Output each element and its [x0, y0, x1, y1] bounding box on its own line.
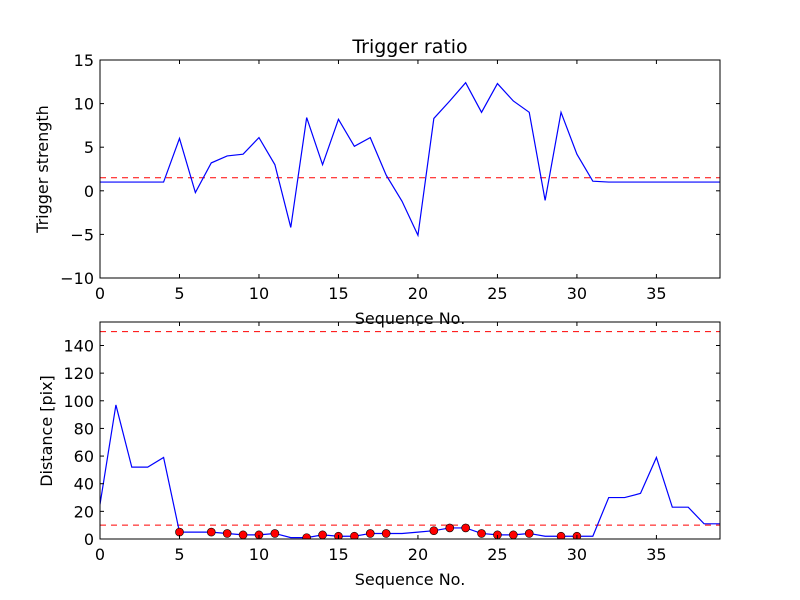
x-tick-label: 20 [408, 284, 428, 303]
x-tick-label: 10 [249, 545, 269, 564]
y-tick-label: 80 [74, 419, 94, 438]
x-tick-label: 0 [95, 545, 105, 564]
x-tick-label: 10 [249, 284, 269, 303]
y-axis-label: Distance [pix] [37, 375, 56, 487]
data-point-marker [445, 523, 455, 533]
x-axis-ticks: 0 5 10 15 20 25 30 35 [95, 322, 667, 564]
y-tick-label: 40 [74, 475, 94, 494]
y-tick-label: 140 [63, 336, 94, 355]
x-tick-label: 20 [408, 545, 428, 564]
y-tick-label: 5 [84, 138, 94, 157]
x-tick-label: 25 [487, 545, 507, 564]
y-tick-label: −5 [70, 225, 94, 244]
data-point-marker [524, 529, 534, 538]
x-tick-label: 35 [646, 284, 666, 303]
x-axis-ticks: 0 5 10 15 20 25 30 35 [95, 60, 667, 303]
data-point-marker [477, 529, 486, 538]
data-point-marker [222, 529, 232, 538]
y-tick-label: 60 [74, 447, 94, 466]
x-tick-label: 30 [567, 545, 587, 564]
x-tick-label: 25 [487, 284, 507, 303]
data-point-marker [350, 531, 359, 539]
data-point-marker [509, 530, 518, 539]
y-tick-label: −10 [60, 269, 94, 288]
data-point-marker [429, 526, 439, 536]
plot-frame [99, 59, 721, 279]
distance-plot: 0 5 10 15 20 25 30 35 0 20 40 60 80 100 120 140 Sequen… [37, 321, 721, 589]
plot-frame [99, 321, 721, 540]
data-point-marker [461, 523, 470, 533]
y-tick-label: 0 [84, 182, 94, 201]
y-tick-label: 100 [63, 392, 94, 411]
series-line [100, 404, 720, 539]
y-tick-label: 10 [74, 95, 94, 114]
data-point-marker [270, 529, 280, 538]
y-axis-ticks: 0 20 40 60 80 100 120 140 [63, 336, 720, 549]
x-tick-label: 15 [328, 284, 348, 303]
x-tick-label: 0 [95, 284, 105, 303]
x-tick-label: 30 [567, 284, 587, 303]
data-point-marker [302, 533, 311, 539]
x-axis-label: Sequence No. [355, 570, 466, 589]
data-point-marker [365, 529, 375, 538]
x-tick-label: 35 [646, 545, 666, 564]
y-axis-ticks: −10 −5 0 5 10 15 [60, 51, 720, 288]
series-line [100, 81, 720, 238]
plot-area [100, 331, 720, 539]
data-point-marker [556, 531, 566, 539]
x-tick-label: 15 [328, 545, 348, 564]
y-tick-label: 120 [63, 364, 94, 383]
x-tick-label: 5 [174, 284, 184, 303]
trigger-ratio-plot: Trigger ratio 0 5 10 15 20 25 30 35 −10 −5 0 5 10 15… [33, 36, 721, 328]
data-point-marker [318, 530, 327, 539]
x-axis-label: Sequence No. [355, 309, 466, 328]
data-point-marker [381, 529, 391, 538]
y-axis-label: Trigger strength [33, 105, 52, 234]
data-point-marker [206, 527, 216, 537]
plot-area [100, 81, 720, 238]
chart-title: Trigger ratio [351, 36, 467, 58]
data-point-marker [175, 527, 184, 537]
y-tick-label: 20 [74, 502, 94, 521]
x-tick-label: 5 [174, 545, 184, 564]
y-tick-label: 15 [74, 51, 94, 70]
y-tick-label: 0 [84, 530, 94, 549]
data-point-marker [238, 530, 248, 539]
